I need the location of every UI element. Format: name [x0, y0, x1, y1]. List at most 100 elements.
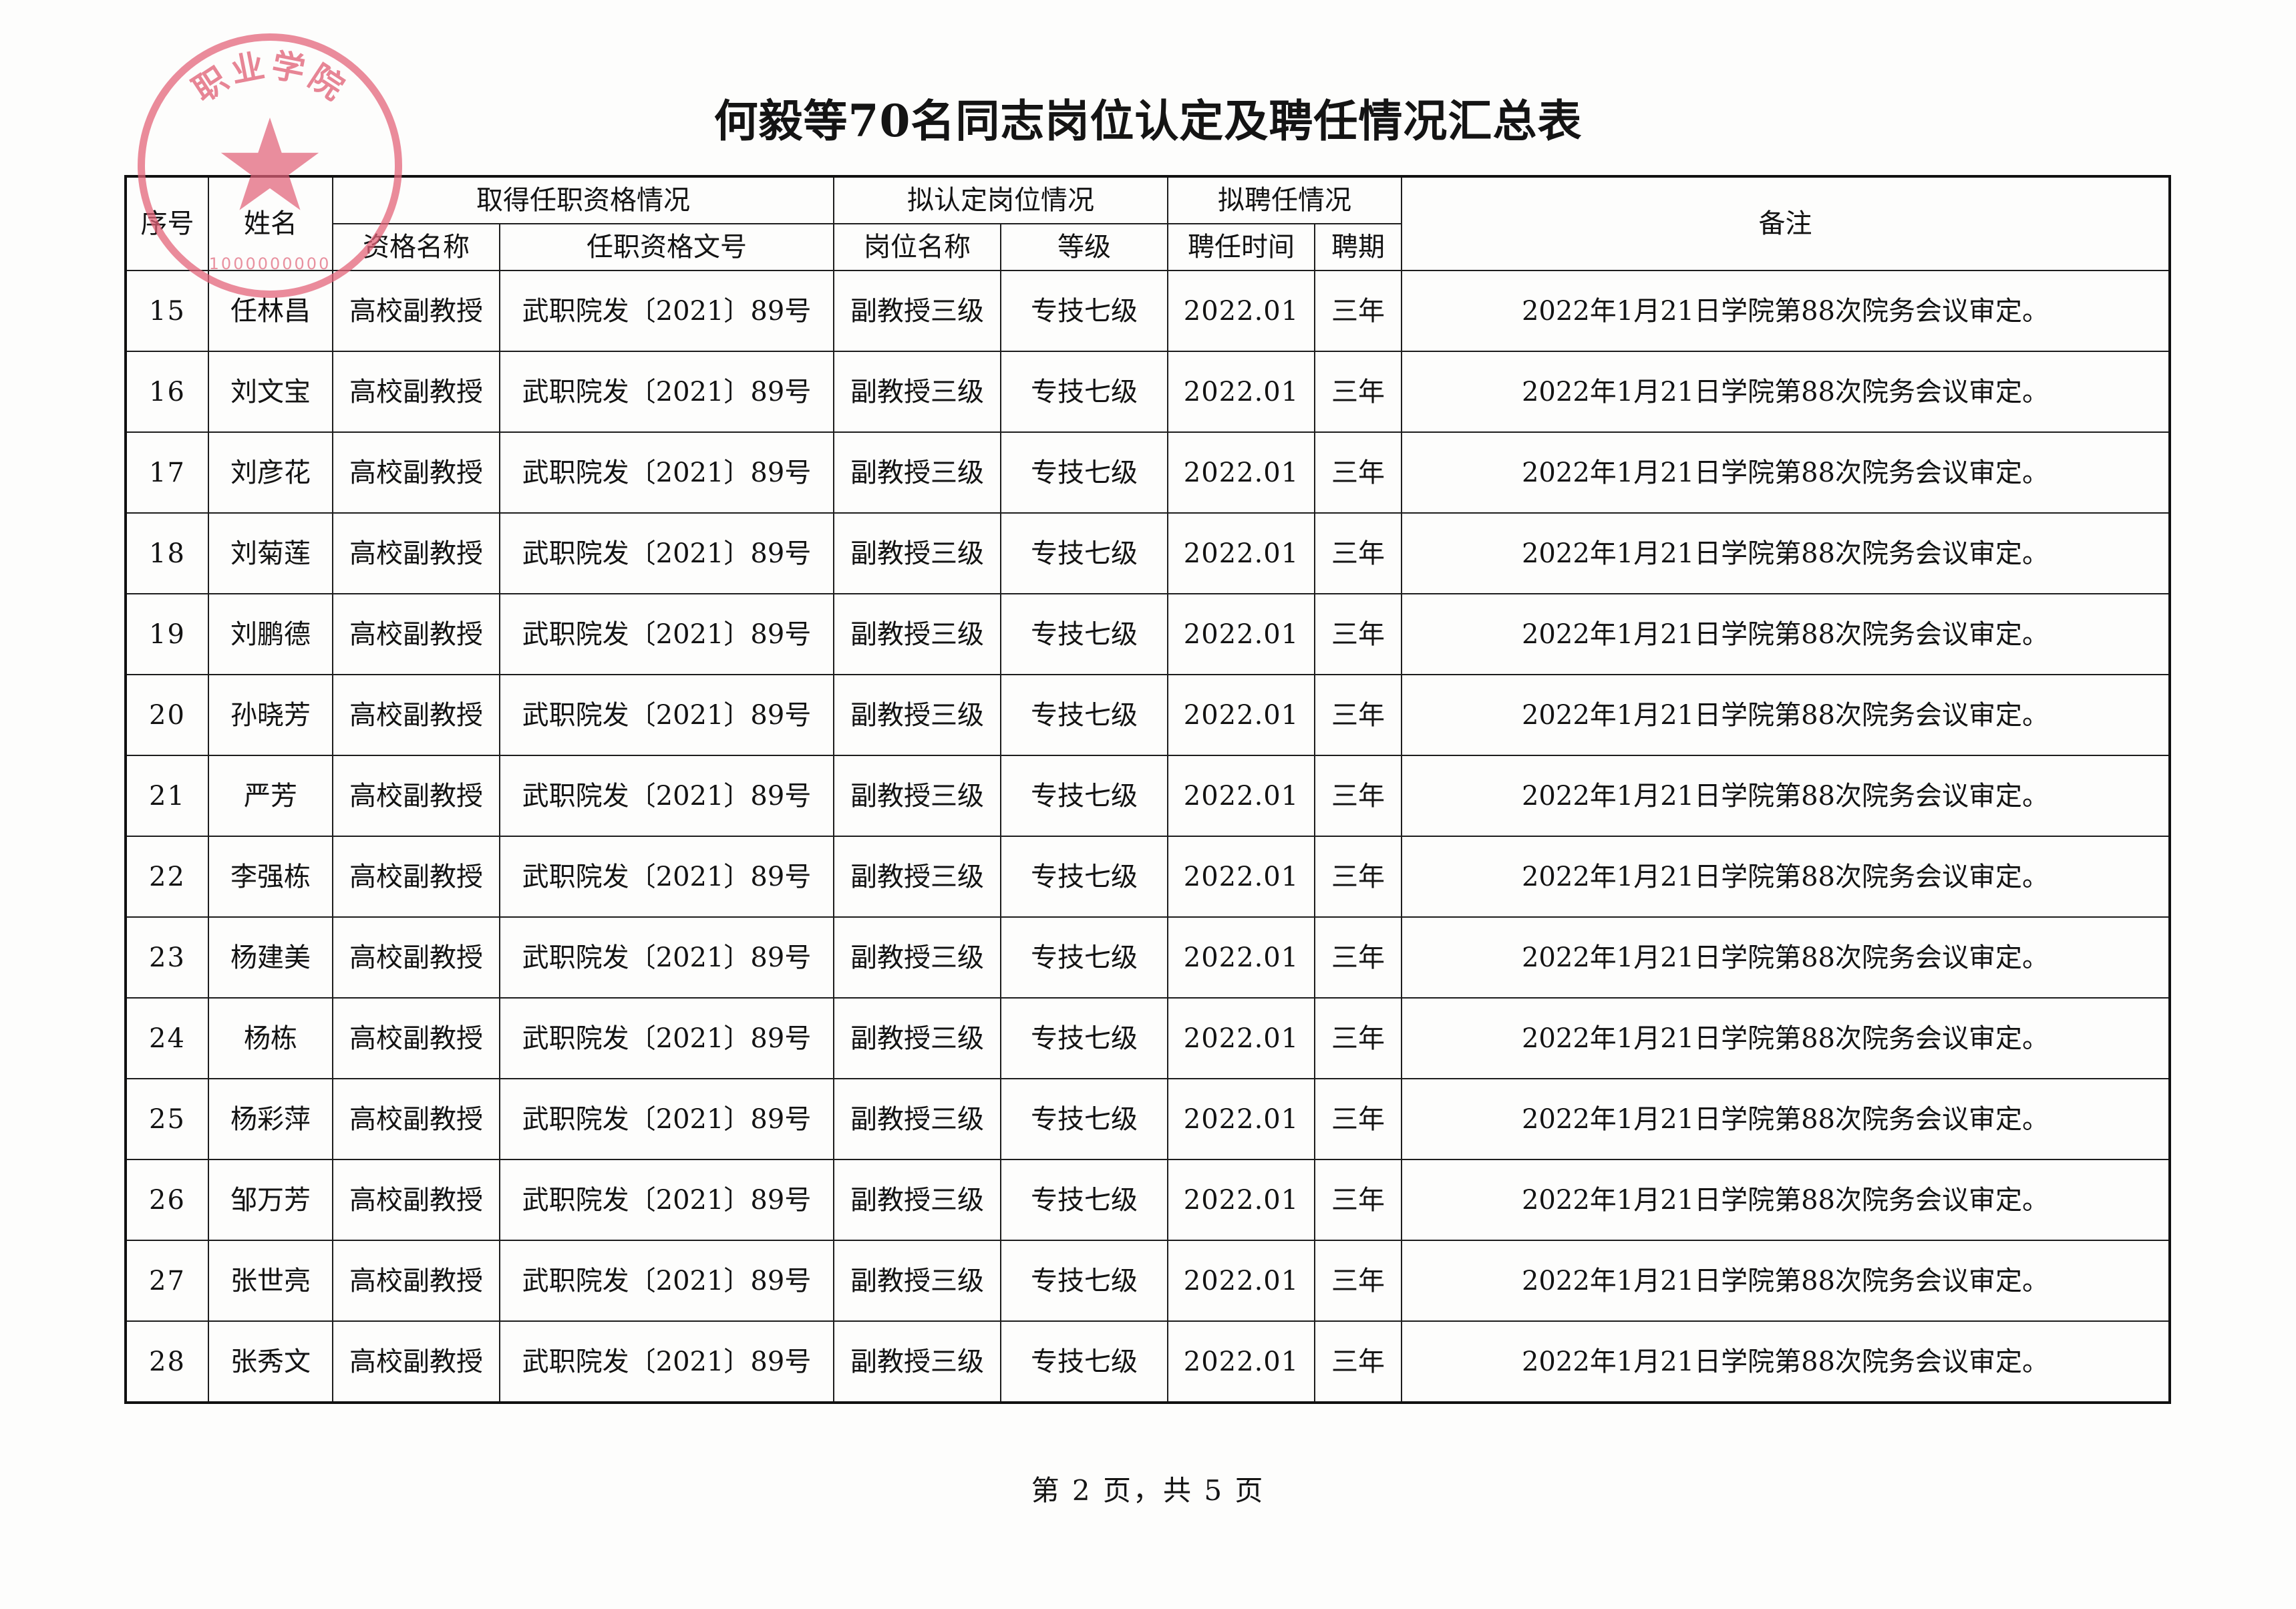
- cell-qual-name: 高校副教授: [332, 431, 500, 514]
- cell-term: 三年: [1314, 512, 1402, 594]
- cell-hire-time: 2022.01: [1167, 593, 1315, 675]
- cell-name: 李强栋: [208, 836, 333, 918]
- cell-qual-name: 高校副教授: [332, 1240, 500, 1322]
- cell-post-name: 副教授三级: [833, 1159, 1001, 1241]
- cell-qual-name: 高校副教授: [332, 1320, 500, 1403]
- cell-qual-doc: 武职院发〔2021〕89号: [499, 836, 834, 918]
- cell-qual-name: 高校副教授: [332, 1159, 500, 1241]
- cell-post-name: 副教授三级: [833, 270, 1001, 352]
- cell-level: 专技七级: [1000, 997, 1168, 1079]
- cell-qual-name: 高校副教授: [332, 593, 500, 675]
- table-row: 15 任林昌 高校副教授 武职院发〔2021〕89号 副教授三级 专技七级 2022.01 三…: [125, 270, 2170, 352]
- cell-term: 三年: [1314, 997, 1402, 1079]
- cell-hire-time: 2022.01: [1167, 836, 1315, 918]
- cell-qual-name: 高校副教授: [332, 997, 500, 1079]
- cell-name: 张秀文: [208, 1320, 333, 1403]
- cell-qual-doc: 武职院发〔2021〕89号: [499, 1078, 834, 1160]
- cell-hire-time: 2022.01: [1167, 997, 1315, 1079]
- cell-post-name: 副教授三级: [833, 997, 1001, 1079]
- cell-qual-name: 高校副教授: [332, 836, 500, 918]
- cell-qual-name: 高校副教授: [332, 916, 500, 999]
- table-header-sub-row: 资格名称 任职资格文号 岗位名称 等级 聘任时间 聘期: [126, 223, 2170, 271]
- cell-qual-doc: 武职院发〔2021〕89号: [499, 270, 834, 352]
- cell-level: 专技七级: [1000, 1240, 1168, 1322]
- cell-note: 2022年1月21日学院第88次院务会议审定。: [1401, 512, 2170, 594]
- cell-hire-time: 2022.01: [1167, 351, 1315, 433]
- cell-name: 刘文宝: [208, 351, 333, 433]
- cell-level: 专技七级: [1000, 593, 1168, 675]
- col-header-hire-time: 聘任时间: [1167, 223, 1315, 271]
- col-header-level: 等级: [1000, 223, 1168, 271]
- cell-note: 2022年1月21日学院第88次院务会议审定。: [1401, 1159, 2170, 1241]
- cell-name: 邹万芳: [208, 1159, 333, 1241]
- table-row: 22 李强栋 高校副教授 武职院发〔2021〕89号 副教授三级 专技七级 2022.01 三…: [125, 836, 2170, 918]
- cell-qual-doc: 武职院发〔2021〕89号: [499, 1240, 834, 1322]
- cell-seq: 16: [125, 351, 209, 433]
- cell-qual-doc: 武职院发〔2021〕89号: [499, 997, 834, 1079]
- cell-term: 三年: [1314, 755, 1402, 837]
- cell-note: 2022年1月21日学院第88次院务会议审定。: [1401, 1320, 2170, 1403]
- cell-hire-time: 2022.01: [1167, 1240, 1315, 1322]
- cell-hire-time: 2022.01: [1167, 674, 1315, 756]
- cell-qual-doc: 武职院发〔2021〕89号: [499, 1159, 834, 1241]
- cell-note: 2022年1月21日学院第88次院务会议审定。: [1401, 351, 2170, 433]
- cell-hire-time: 2022.01: [1167, 270, 1315, 352]
- cell-level: 专技七级: [1000, 674, 1168, 756]
- cell-post-name: 副教授三级: [833, 512, 1001, 594]
- cell-term: 三年: [1314, 916, 1402, 999]
- cell-post-name: 副教授三级: [833, 1320, 1001, 1403]
- cell-post-name: 副教授三级: [833, 431, 1001, 514]
- cell-name: 刘菊莲: [208, 512, 333, 594]
- cell-qual-doc: 武职院发〔2021〕89号: [499, 351, 834, 433]
- cell-seq: 15: [125, 270, 209, 352]
- cell-level: 专技七级: [1000, 431, 1168, 514]
- table-row: 19 刘鹏德 高校副教授 武职院发〔2021〕89号 副教授三级 专技七级 2022.01 三…: [125, 593, 2170, 675]
- cell-qual-name: 高校副教授: [332, 755, 500, 837]
- cell-level: 专技七级: [1000, 1078, 1168, 1160]
- cell-hire-time: 2022.01: [1167, 431, 1315, 514]
- cell-qual-doc: 武职院发〔2021〕89号: [499, 916, 834, 999]
- table-row: 17 刘彦花 高校副教授 武职院发〔2021〕89号 副教授三级 专技七级 2022.01 三…: [125, 431, 2170, 514]
- cell-term: 三年: [1314, 431, 1402, 514]
- table-row: 16 刘文宝 高校副教授 武职院发〔2021〕89号 副教授三级 专技七级 2022.01 三…: [125, 351, 2170, 433]
- cell-note: 2022年1月21日学院第88次院务会议审定。: [1401, 997, 2170, 1079]
- cell-level: 专技七级: [1000, 270, 1168, 352]
- cell-name: 刘彦花: [208, 431, 333, 514]
- cell-name: 杨建美: [208, 916, 333, 999]
- cell-note: 2022年1月21日学院第88次院务会议审定。: [1401, 1240, 2170, 1322]
- appointment-summary-table: 序号 姓名 取得任职资格情况 拟认定岗位情况 拟聘任情况 备注 资格名称 任职资…: [124, 175, 2171, 1404]
- table-header: 序号 姓名 取得任职资格情况 拟认定岗位情况 拟聘任情况 备注 资格名称 任职资…: [125, 176, 2170, 271]
- col-header-post-group: 拟认定岗位情况: [833, 176, 1168, 224]
- col-header-term: 聘期: [1314, 223, 1402, 271]
- cell-post-name: 副教授三级: [833, 1078, 1001, 1160]
- cell-note: 2022年1月21日学院第88次院务会议审定。: [1401, 431, 2170, 514]
- cell-level: 专技七级: [1000, 836, 1168, 918]
- cell-level: 专技七级: [1000, 916, 1168, 999]
- page-title: 何毅等70名同志岗位认定及聘任情况汇总表: [713, 95, 1583, 147]
- cell-post-name: 副教授三级: [833, 916, 1001, 999]
- cell-post-name: 副教授三级: [833, 593, 1001, 675]
- cell-seq: 23: [125, 916, 209, 999]
- cell-qual-doc: 武职院发〔2021〕89号: [499, 512, 834, 594]
- table-row: 23 杨建美 高校副教授 武职院发〔2021〕89号 副教授三级 专技七级 2022.01 三…: [125, 916, 2170, 999]
- col-header-name: 姓名: [208, 176, 333, 271]
- cell-level: 专技七级: [1000, 1320, 1168, 1403]
- cell-note: 2022年1月21日学院第88次院务会议审定。: [1401, 755, 2170, 837]
- cell-qual-doc: 武职院发〔2021〕89号: [499, 755, 834, 837]
- col-header-seq: 序号: [125, 176, 209, 271]
- cell-seq: 22: [125, 836, 209, 918]
- cell-term: 三年: [1314, 1078, 1402, 1160]
- cell-hire-time: 2022.01: [1167, 1078, 1315, 1160]
- cell-hire-time: 2022.01: [1167, 916, 1315, 999]
- table-row: 28 张秀文 高校副教授 武职院发〔2021〕89号 副教授三级 专技七级 2022.01 三…: [125, 1320, 2170, 1403]
- cell-hire-time: 2022.01: [1167, 512, 1315, 594]
- cell-post-name: 副教授三级: [833, 674, 1001, 756]
- cell-seq: 20: [125, 674, 209, 756]
- cell-seq: 21: [125, 755, 209, 837]
- cell-name: 刘鹏德: [208, 593, 333, 675]
- cell-name: 张世亮: [208, 1240, 333, 1322]
- cell-note: 2022年1月21日学院第88次院务会议审定。: [1401, 836, 2170, 918]
- cell-name: 孙晓芳: [208, 674, 333, 756]
- table-row: 20 孙晓芳 高校副教授 武职院发〔2021〕89号 副教授三级 专技七级 2022.01 三…: [125, 674, 2170, 756]
- col-header-qualification-group: 取得任职资格情况: [332, 176, 834, 224]
